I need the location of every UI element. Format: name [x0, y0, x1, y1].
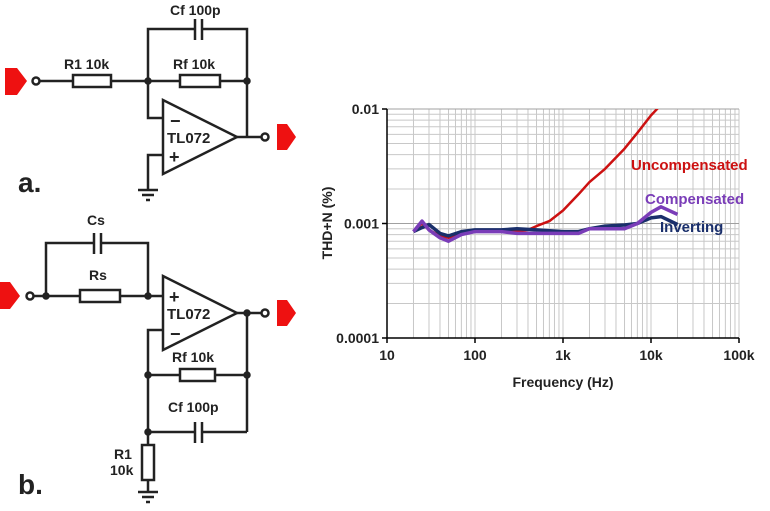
opamp-label: TL072: [167, 306, 210, 323]
x-axis-label: Frequency (Hz): [512, 374, 613, 390]
circuit-b-label: b.: [18, 469, 43, 500]
r1-label: R1 10k: [64, 56, 109, 72]
capacitor-cs: [92, 233, 103, 254]
series-line-uncompensated: [412, 109, 659, 240]
plus-sign: +: [169, 287, 180, 307]
cs-label: Cs: [87, 212, 105, 228]
output-arrow-icon: [277, 300, 296, 326]
output-terminal: [260, 132, 270, 142]
resistor-rf: [178, 367, 217, 383]
y-tick-label: 0.001: [344, 216, 379, 232]
input-terminal: [31, 76, 41, 86]
input-terminal: [25, 291, 35, 301]
opamp: [161, 273, 240, 353]
series-line-compensated: [412, 205, 679, 243]
opamp-label: TL072: [167, 130, 210, 147]
r1-value-label: 10k: [110, 462, 134, 478]
circuit-b: [0, 233, 296, 504]
plus-sign: +: [169, 147, 180, 167]
cf-label: Cf 100p: [168, 399, 219, 415]
resistor-rf: [178, 73, 222, 89]
ground-icon: [138, 188, 158, 202]
x-tick-label: 10: [379, 347, 395, 363]
x-tick-label: 1k: [555, 347, 571, 363]
circuit-a-label: a.: [18, 167, 41, 198]
y-axis-label: THD+N (%): [319, 187, 335, 260]
series-label-inverting: Inverting: [660, 219, 723, 236]
input-arrow-icon: [0, 282, 20, 309]
series-label-uncompensated: Uncompensated: [631, 157, 748, 174]
y-tick-label: 0.0001: [336, 330, 379, 346]
opamp: [161, 97, 240, 177]
resistor-rs: [78, 288, 122, 304]
input-arrow-icon: [5, 68, 27, 95]
circuit-a: [5, 19, 296, 202]
capacitor-cf: [193, 19, 204, 40]
minus-sign: −: [170, 324, 181, 344]
resistor-r1: [71, 73, 113, 89]
y-tick-label: 0.01: [352, 101, 379, 117]
capacitor-cf: [193, 422, 204, 443]
thd-chart: 10 100 1k 10k 100k 0.01 0.001 0.0001 Uncompensat…: [336, 101, 755, 363]
resistor-r1: [140, 443, 156, 482]
x-tick-label: 100: [463, 347, 487, 363]
x-tick-label: 10k: [639, 347, 663, 363]
rf-label: Rf 10k: [172, 349, 214, 365]
x-tick-label: 100k: [723, 347, 754, 363]
rf-label: Rf 10k: [173, 56, 215, 72]
r1-name-label: R1: [114, 446, 132, 462]
output-terminal: [260, 308, 270, 318]
rs-label: Rs: [89, 267, 107, 283]
ground-icon: [138, 490, 158, 504]
minus-sign: −: [170, 111, 181, 131]
series-label-compensated: Compensated: [645, 191, 744, 208]
output-arrow-icon: [277, 124, 296, 150]
cf-label: Cf 100p: [170, 2, 221, 18]
